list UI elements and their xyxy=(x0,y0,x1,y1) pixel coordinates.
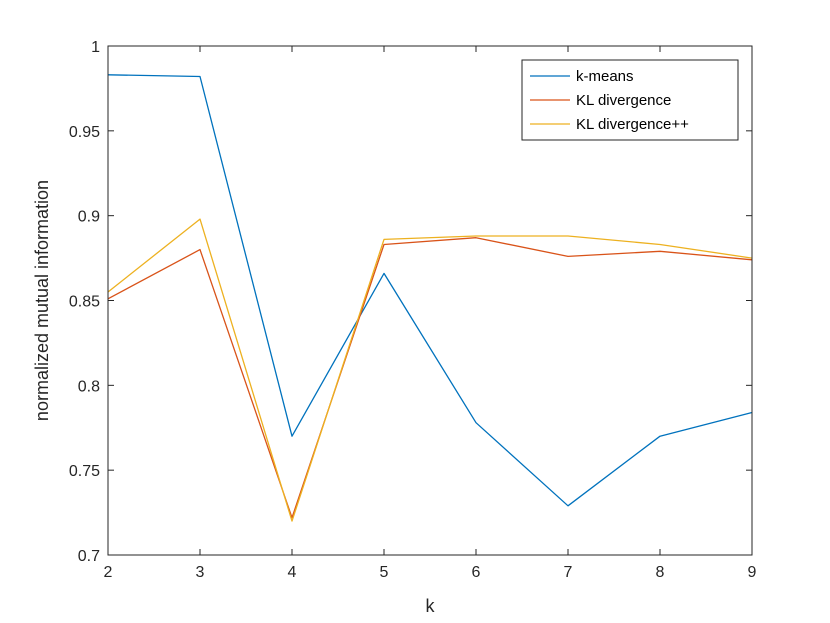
x-tick-label: 9 xyxy=(748,564,757,581)
x-tick-label: 4 xyxy=(288,564,297,581)
y-tick-label: 0.95 xyxy=(69,124,100,141)
x-axis-label: k xyxy=(426,596,436,616)
series-line-2 xyxy=(107,237,753,519)
y-tick-label: 0.8 xyxy=(78,378,100,395)
y-tick-label: 0.7 xyxy=(78,548,100,565)
x-tick-label: 2 xyxy=(104,564,113,581)
legend-label-1: k-means xyxy=(576,68,634,85)
x-tick-label: 3 xyxy=(196,564,205,581)
axes-layer: 2 3 4 5 6 7 8 9 0.7 0.75 0.8 0.85 0.9 0.95 1 xyxy=(69,39,757,581)
y-tick-label: 0.85 xyxy=(69,294,100,311)
y-tick-label: 0.9 xyxy=(78,209,100,226)
y-tick-label: 0.75 xyxy=(69,463,100,480)
legend: k-means KL divergence KL divergence++ xyxy=(521,59,739,141)
x-tick-label: 7 xyxy=(564,564,573,581)
y-tick-label: 1 xyxy=(91,39,100,56)
x-tick-label: 5 xyxy=(380,564,389,581)
legend-label-3: KL divergence++ xyxy=(576,116,689,133)
x-tick-label: 8 xyxy=(656,564,665,581)
x-tick-label: 6 xyxy=(472,564,481,581)
y-axis-label: normalized mutual information xyxy=(32,180,52,421)
legend-label-2: KL divergence xyxy=(576,92,671,109)
series-line-1 xyxy=(107,74,753,507)
series-layer xyxy=(107,74,753,522)
series-line-3 xyxy=(107,218,753,522)
